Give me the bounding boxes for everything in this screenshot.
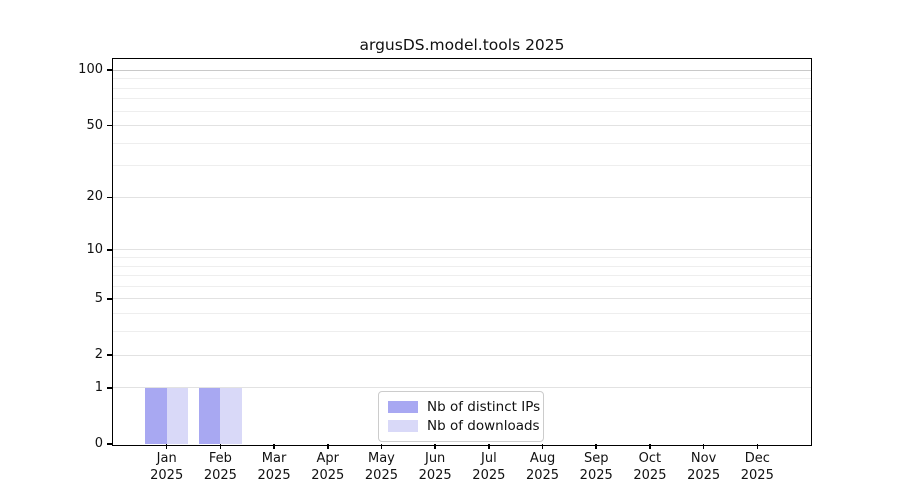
gridline-minor — [113, 87, 811, 89]
legend-item-distinct-ips: Nb of distinct IPs — [388, 397, 540, 416]
x-tick-mark — [434, 444, 436, 449]
gridline-minor — [113, 110, 811, 112]
gridline-major — [113, 298, 811, 300]
legend-label-downloads: Nb of downloads — [427, 417, 540, 434]
y-tick-mark — [107, 354, 113, 356]
chart-title: argusDS.model.tools 2025 — [359, 36, 565, 54]
legend-label-distinct-ips: Nb of distinct IPs — [427, 398, 541, 415]
y-tick-mark — [107, 196, 113, 199]
x-tick-label-jul: Jul 2025 — [472, 451, 506, 483]
x-tick-mark — [595, 444, 598, 449]
x-tick-mark — [756, 444, 759, 449]
bar-jan-downloads — [166, 387, 189, 444]
legend: Nb of distinct IPs Nb of downloads — [378, 391, 544, 442]
x-tick-mark — [165, 444, 168, 449]
x-tick-label-feb: Feb 2025 — [203, 451, 237, 483]
y-tick-label-2: 2 — [94, 347, 103, 363]
gridline-minor — [113, 313, 811, 315]
bar-feb-ips — [198, 387, 221, 444]
x-tick-label-dec: Dec 2025 — [740, 451, 774, 483]
gridline-minor — [113, 275, 811, 277]
gridline-minor — [113, 331, 811, 333]
gridline-minor — [113, 142, 811, 144]
x-tick-label-sep: Sep 2025 — [579, 451, 613, 483]
x-tick-mark — [541, 444, 544, 449]
x-tick-label-nov: Nov 2025 — [687, 451, 721, 483]
bar-jan-ips — [145, 387, 167, 444]
gridline-minor — [113, 265, 811, 267]
x-tick-label-apr: Apr 2025 — [311, 451, 345, 483]
gridline-minor — [113, 257, 811, 258]
y-tick-mark — [107, 248, 113, 251]
y-tick-label-50: 50 — [86, 117, 103, 133]
legend-swatch-downloads — [388, 419, 418, 432]
gridline-minor — [113, 98, 811, 100]
y-tick-mark — [107, 298, 113, 300]
y-tick-mark — [107, 69, 113, 71]
y-tick-label-5: 5 — [94, 290, 103, 306]
x-tick-label-aug: Aug 2025 — [525, 451, 560, 483]
x-tick-label-mar: Mar 2025 — [257, 451, 291, 483]
y-tick-mark — [107, 443, 113, 445]
y-tick-label-0: 0 — [94, 436, 103, 451]
gridline-minor — [113, 285, 811, 287]
plot-area: Nb of distinct IPs Nb of downloads — [113, 59, 811, 444]
legend-swatch-distinct-ips — [388, 400, 418, 413]
x-tick-label-jan: Jan 2025 — [150, 451, 184, 483]
legend-item-downloads: Nb of downloads — [388, 416, 540, 435]
x-tick-label-may: May 2025 — [364, 451, 398, 483]
x-tick-label-jun: Jun 2025 — [418, 451, 452, 483]
gridline-major — [113, 69, 811, 71]
x-tick-mark — [649, 444, 651, 449]
gridline-major — [113, 354, 811, 356]
y-tick-mark — [107, 387, 113, 389]
bar-feb-downloads — [220, 387, 242, 444]
x-tick-mark — [488, 444, 490, 449]
x-tick-mark — [326, 444, 329, 449]
gridline-major — [113, 249, 811, 251]
gridline-major — [113, 196, 811, 198]
y-tick-label-20: 20 — [86, 189, 103, 205]
x-tick-mark — [219, 444, 222, 449]
y-tick-label-1: 1 — [94, 379, 103, 395]
x-tick-label-oct: Oct 2025 — [633, 451, 667, 483]
gridline-major — [113, 387, 811, 389]
gridline-minor — [113, 78, 811, 80]
gridline-major — [113, 125, 811, 127]
x-tick-mark — [273, 444, 275, 449]
x-tick-mark — [702, 444, 705, 449]
y-tick-label-100: 100 — [78, 62, 103, 78]
gridline-minor — [113, 165, 811, 167]
y-tick-mark — [107, 124, 113, 127]
x-tick-mark — [380, 444, 383, 449]
y-tick-label-10: 10 — [86, 241, 103, 257]
